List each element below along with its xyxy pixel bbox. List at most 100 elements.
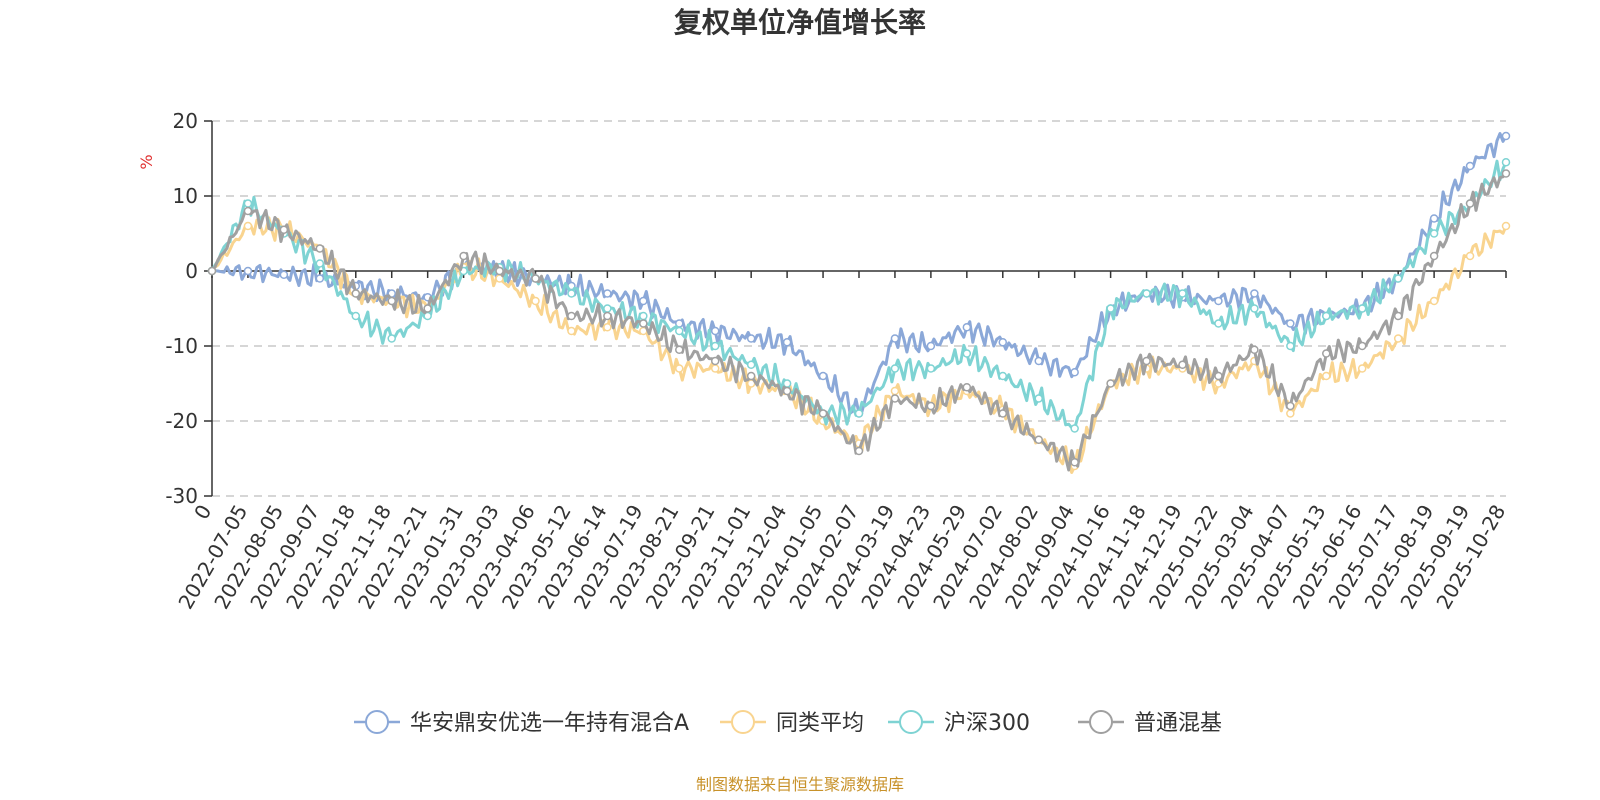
data-point	[710, 326, 720, 336]
y-tick-label: -20	[165, 409, 198, 433]
data-point	[1286, 341, 1295, 351]
data-point	[603, 289, 612, 298]
data-point	[675, 345, 684, 354]
data-point	[746, 360, 756, 369]
data-point	[1286, 401, 1295, 411]
data-point	[1178, 289, 1187, 298]
data-point	[675, 364, 684, 373]
data-point	[459, 251, 468, 261]
series-layer	[207, 131, 1511, 474]
data-point	[1286, 409, 1295, 418]
legend[interactable]: 华安鼎安优选一年持有混合A 同类平均 沪深300 普通混基	[354, 710, 1222, 736]
axis-layer: 20100-10-20-3002022-07-052022-08-052022-…	[165, 109, 1510, 613]
data-point	[1250, 289, 1259, 298]
data-point	[1142, 289, 1151, 298]
chart-title: 复权单位净值增长率	[674, 6, 926, 39]
data-point	[639, 319, 648, 328]
series-line	[210, 216, 1508, 474]
data-point	[279, 270, 289, 279]
data-point	[675, 326, 684, 336]
data-point	[1142, 356, 1151, 366]
data-point	[962, 349, 972, 358]
data-point	[315, 274, 325, 283]
data-point	[207, 266, 217, 276]
data-point	[1034, 356, 1043, 366]
data-point	[818, 371, 828, 381]
data-point	[315, 259, 325, 268]
legend-label: 同类平均	[776, 711, 864, 736]
data-point	[998, 371, 1008, 381]
data-point	[1070, 368, 1079, 377]
data-point	[890, 394, 900, 403]
data-point	[1465, 251, 1475, 261]
data-point	[1214, 371, 1223, 381]
data-point	[1034, 435, 1043, 444]
data-point	[854, 409, 864, 418]
data-point	[1070, 424, 1079, 433]
legend-item[interactable]: 普通混基	[1078, 710, 1222, 736]
data-point	[387, 296, 396, 306]
data-point	[998, 338, 1008, 347]
data-point	[603, 304, 612, 313]
data-point	[1501, 221, 1511, 231]
legend-marker	[731, 710, 755, 734]
data-point	[243, 199, 253, 208]
data-point	[315, 244, 325, 253]
data-point	[962, 383, 972, 392]
data-point	[818, 409, 828, 418]
legend-item[interactable]: 华安鼎安优选一年持有混合A	[354, 710, 689, 736]
data-point	[351, 289, 361, 298]
data-point	[1214, 296, 1223, 306]
legend-item[interactable]: 沪深300	[888, 710, 1030, 736]
data-point	[1106, 304, 1115, 313]
y-tick-label: -30	[165, 484, 198, 508]
data-point	[1465, 161, 1475, 171]
data-point	[1250, 304, 1259, 313]
data-point	[890, 334, 900, 343]
data-point	[1178, 360, 1187, 369]
data-point	[279, 225, 289, 234]
data-point	[495, 266, 504, 276]
data-point	[243, 221, 253, 231]
data-point	[1034, 394, 1043, 403]
data-point	[1501, 169, 1511, 178]
data-point	[1250, 345, 1259, 354]
data-point	[1393, 311, 1403, 321]
data-point	[710, 356, 720, 366]
series-line	[210, 172, 1508, 472]
data-point	[782, 386, 792, 396]
data-point	[854, 446, 864, 456]
data-point	[603, 311, 612, 321]
data-point	[567, 326, 576, 336]
data-point	[1322, 311, 1331, 321]
legend-item[interactable]: 同类平均	[720, 710, 864, 736]
data-point	[1429, 214, 1439, 223]
data-point	[1357, 304, 1367, 313]
data-point	[243, 266, 253, 276]
data-point	[890, 386, 900, 396]
data-point	[567, 289, 576, 298]
legend-marker	[1089, 710, 1113, 734]
data-point	[1501, 131, 1511, 141]
data-point	[1393, 274, 1403, 283]
data-point	[998, 409, 1008, 418]
data-point	[1357, 341, 1367, 351]
legend-marker	[365, 710, 389, 734]
x-tick-label: 0	[189, 501, 216, 524]
data-point	[423, 304, 432, 313]
data-point	[351, 311, 361, 321]
data-point	[1465, 199, 1475, 208]
legend-label: 普通混基	[1134, 711, 1222, 736]
data-point	[926, 401, 936, 411]
data-point	[1501, 158, 1511, 167]
legend-marker	[899, 710, 923, 734]
data-point	[962, 323, 972, 332]
data-point	[782, 338, 792, 347]
data-point	[1322, 349, 1331, 358]
data-point	[639, 296, 648, 306]
legend-label: 华安鼎安优选一年持有混合A	[410, 711, 689, 736]
data-point	[1214, 319, 1223, 328]
y-tick-label: 10	[173, 184, 198, 208]
data-point	[1357, 364, 1367, 373]
